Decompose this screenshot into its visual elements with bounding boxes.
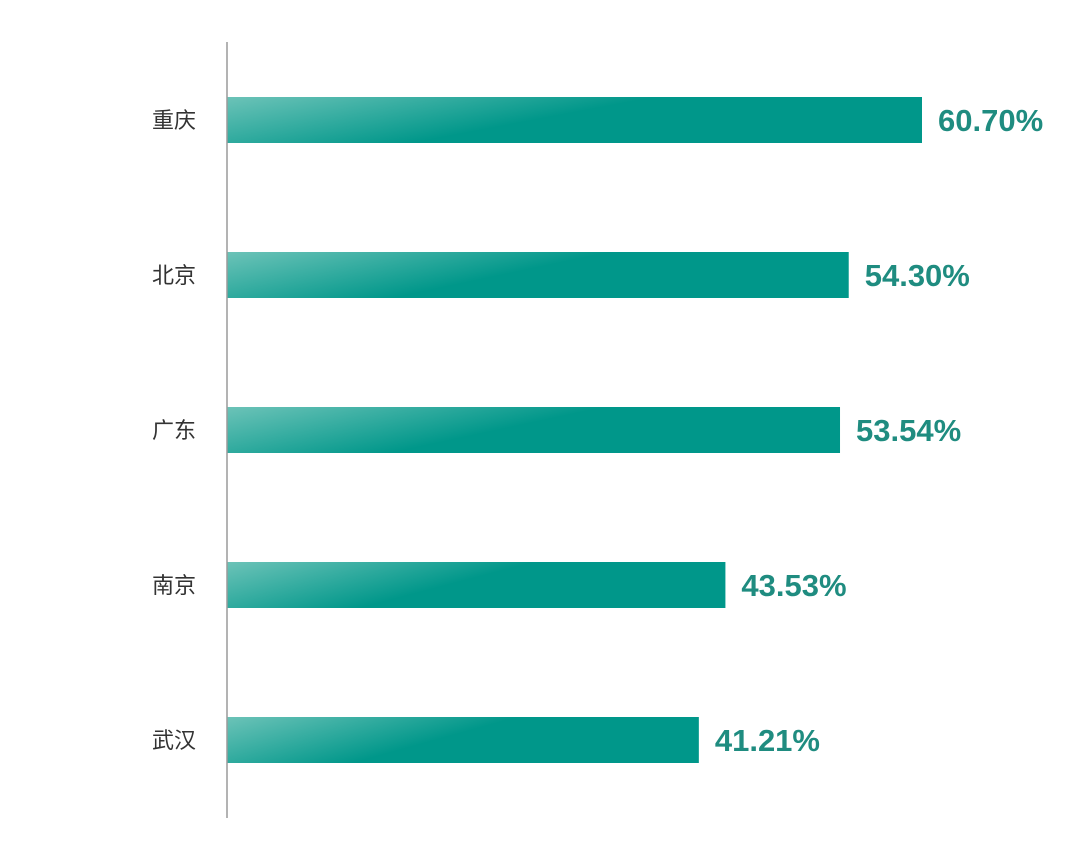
category-label: 重庆: [152, 109, 196, 134]
category-label: 北京: [152, 264, 196, 289]
bar-2: [227, 407, 841, 453]
bar-4: [227, 717, 699, 763]
value-label: 54.30%: [865, 258, 970, 293]
category-label: 广东: [152, 419, 196, 444]
value-label: 53.54%: [856, 413, 961, 448]
bar-3: [227, 562, 726, 608]
value-label: 60.70%: [938, 103, 1043, 138]
bar-1: [227, 252, 849, 298]
value-label: 43.53%: [741, 568, 846, 603]
category-label: 武汉: [152, 729, 196, 754]
value-label: 41.21%: [715, 723, 820, 758]
bar-0: [227, 97, 922, 143]
category-label: 南京: [152, 574, 196, 599]
